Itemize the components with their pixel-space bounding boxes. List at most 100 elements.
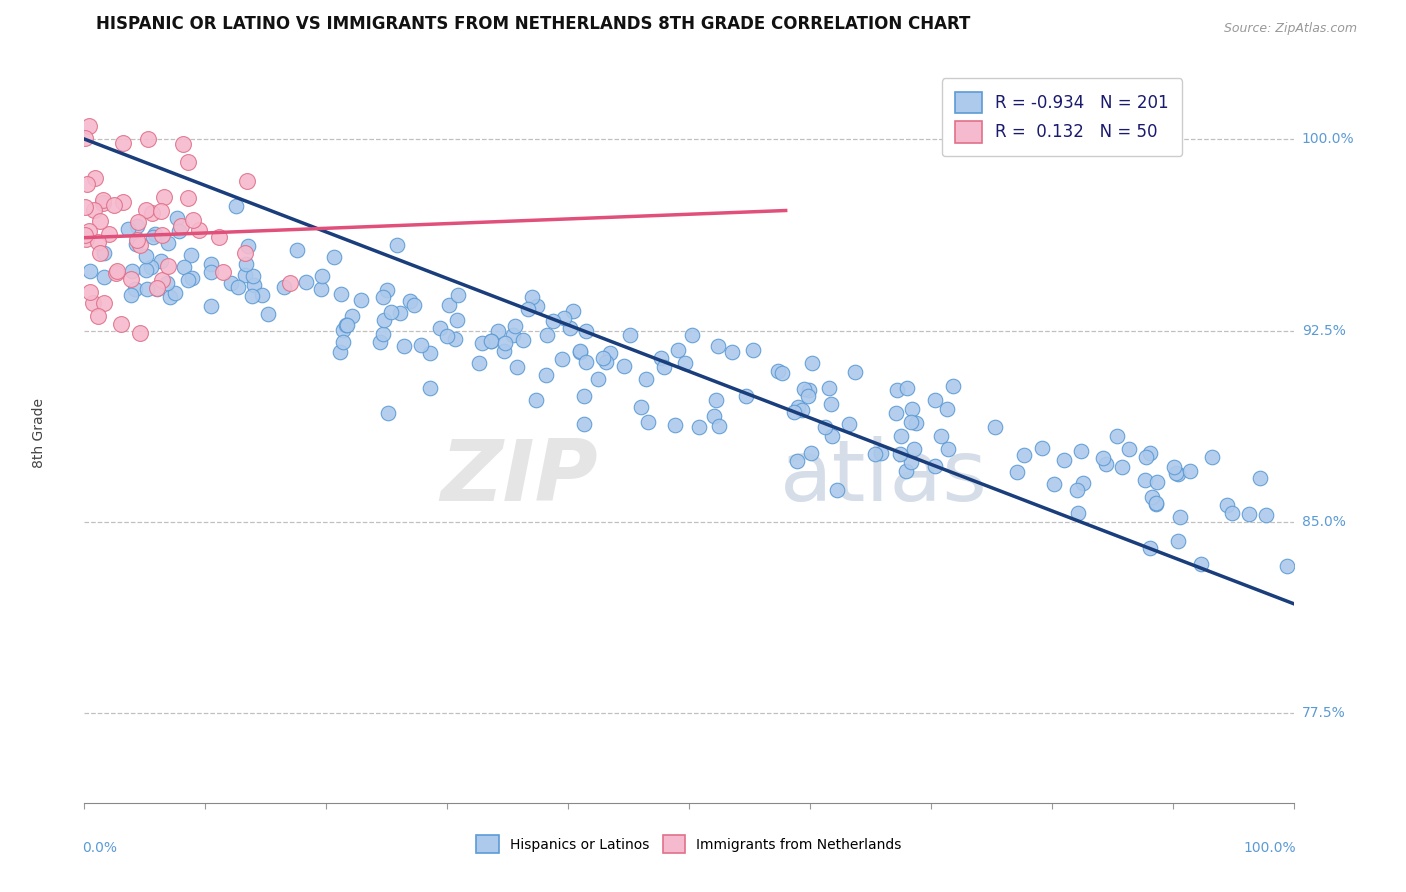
Point xyxy=(1189,558,1212,572)
Point xyxy=(375,283,398,297)
Point xyxy=(273,280,295,294)
Point xyxy=(389,306,412,320)
Point xyxy=(180,270,202,285)
Point xyxy=(142,230,165,244)
Point xyxy=(1201,450,1223,464)
Point xyxy=(200,265,222,279)
Point xyxy=(903,442,925,456)
Point xyxy=(93,269,115,284)
Point xyxy=(870,446,893,460)
Point xyxy=(1215,499,1237,513)
Point xyxy=(569,344,592,359)
Point xyxy=(336,318,359,333)
Text: 85.0%: 85.0% xyxy=(1302,515,1346,529)
Point xyxy=(135,263,157,277)
Point xyxy=(200,257,222,271)
Point xyxy=(120,288,142,302)
Point xyxy=(1144,497,1167,511)
Point xyxy=(1163,459,1185,474)
Point xyxy=(1118,442,1140,456)
Point xyxy=(889,447,911,461)
Point xyxy=(377,406,399,420)
Point xyxy=(145,282,167,296)
Point xyxy=(436,329,458,343)
Point xyxy=(1220,506,1243,520)
Point xyxy=(825,483,848,498)
Point xyxy=(575,355,598,369)
Point xyxy=(1144,496,1167,510)
Point xyxy=(1178,464,1201,478)
Text: 0.0%: 0.0% xyxy=(82,841,117,855)
Point xyxy=(652,360,675,375)
Point xyxy=(136,132,159,146)
Point xyxy=(172,137,194,152)
Point xyxy=(524,393,547,408)
Point xyxy=(1095,457,1118,471)
Point xyxy=(75,232,97,246)
Point xyxy=(468,357,491,371)
Point xyxy=(153,190,176,204)
Point xyxy=(181,212,204,227)
Point xyxy=(1167,467,1189,482)
Point xyxy=(890,429,912,443)
Point xyxy=(79,264,101,278)
Point xyxy=(721,344,744,359)
Point xyxy=(1277,559,1299,574)
Point xyxy=(243,277,266,292)
Point xyxy=(1167,533,1189,548)
Point xyxy=(534,368,557,383)
Point xyxy=(681,328,703,343)
Point xyxy=(322,250,344,264)
Point xyxy=(568,344,591,359)
Point xyxy=(373,313,395,327)
Point xyxy=(942,379,965,393)
Point xyxy=(900,416,922,430)
Point xyxy=(394,339,416,353)
Point xyxy=(706,339,728,353)
Point xyxy=(742,343,765,357)
Point xyxy=(541,313,564,327)
Point xyxy=(1091,450,1114,465)
Point xyxy=(664,418,686,433)
Point xyxy=(135,250,157,264)
Text: HISPANIC OR LATINO VS IMMIGRANTS FROM NETHERLANDS 8TH GRADE CORRELATION CHART: HISPANIC OR LATINO VS IMMIGRANTS FROM NE… xyxy=(97,15,970,33)
Point xyxy=(1139,446,1161,460)
Point xyxy=(782,405,804,419)
Point xyxy=(125,236,148,251)
Text: 92.5%: 92.5% xyxy=(1302,324,1346,337)
Point xyxy=(517,302,540,317)
Point xyxy=(166,211,188,225)
Point xyxy=(73,227,96,242)
Point xyxy=(350,293,373,307)
Point xyxy=(619,328,641,343)
Point xyxy=(225,199,247,213)
Point xyxy=(159,290,181,304)
Point xyxy=(75,200,97,214)
Point xyxy=(1071,475,1094,490)
Point xyxy=(896,381,918,395)
Point xyxy=(703,409,725,423)
Point xyxy=(83,203,105,218)
Point xyxy=(900,454,922,468)
Point xyxy=(586,372,609,386)
Point xyxy=(924,392,946,407)
Point xyxy=(91,193,114,207)
Point xyxy=(512,333,534,347)
Point xyxy=(1070,444,1092,458)
Point xyxy=(1053,452,1076,467)
Point xyxy=(894,464,917,478)
Point xyxy=(550,352,572,367)
Text: atlas: atlas xyxy=(780,435,987,518)
Point xyxy=(929,428,952,442)
Point xyxy=(143,227,166,241)
Point xyxy=(800,446,823,460)
Point xyxy=(429,321,451,335)
Point xyxy=(553,311,575,326)
Point xyxy=(93,296,115,310)
Point xyxy=(187,223,209,237)
Point xyxy=(329,345,352,359)
Point xyxy=(219,276,242,290)
Point xyxy=(340,310,363,324)
Point xyxy=(125,233,148,247)
Point xyxy=(502,327,524,342)
